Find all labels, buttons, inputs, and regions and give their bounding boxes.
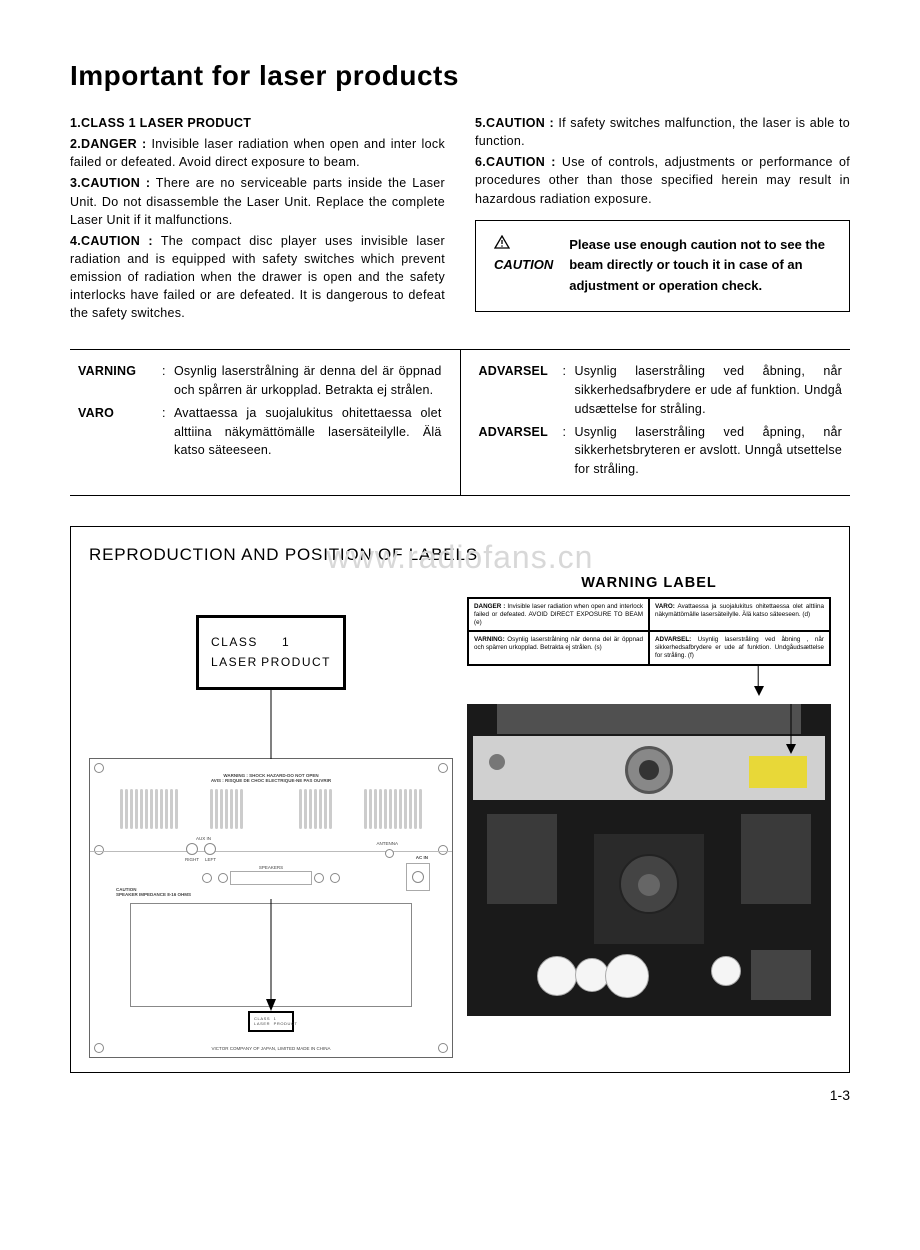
item-4: 4.CAUTION : The compact disc player uses… xyxy=(70,232,445,323)
advarsel1-row: ADVARSEL:Usynlig laserstråling ved åbnin… xyxy=(479,362,843,418)
item-1: 1.CLASS 1 LASER PRODUCT xyxy=(70,114,445,132)
page-number: 1-3 xyxy=(70,1087,850,1103)
wlabel-varning: VARNING: Osynlig laserstrålning när denn… xyxy=(468,631,649,665)
varning-row: VARNING:Osynlig laserstrålning är denna … xyxy=(78,362,442,400)
acin-label: AC IN xyxy=(416,855,428,860)
wlabel-advarsel: ADVARSEL: Usynlig laserstråling ved åbni… xyxy=(649,631,830,665)
caution-lead: CAUTION xyxy=(494,257,553,272)
backpanel-diagram: WARNING : SHOCK HAZARD-DO NOT OPEN AVIS … xyxy=(89,758,453,1058)
warning-label-box: DANGER : Invisible laser radiation when … xyxy=(467,597,831,666)
page-title: Important for laser products xyxy=(70,60,850,92)
item-5: 5.CAUTION : If safety switches malfuncti… xyxy=(475,114,850,150)
varo-row: VARO:Avattaessa ja suojalukitus ohitetta… xyxy=(78,404,442,460)
warning-label-title: WARNING LABEL xyxy=(467,575,831,591)
ml-right: ADVARSEL:Usynlig laserstråling ved åbnin… xyxy=(461,350,851,495)
safety-columns: 1.CLASS 1 LASER PRODUCT 2.DANGER : Invis… xyxy=(70,114,850,325)
repro-right: WARNING LABEL DANGER : Invisible laser r… xyxy=(467,575,831,1058)
yellow-label xyxy=(749,756,807,788)
item-6: 6.CAUTION : Use of controls, adjustments… xyxy=(475,153,850,207)
item-2: 2.DANGER : Invisible laser radiation whe… xyxy=(70,135,445,171)
left-column: 1.CLASS 1 LASER PRODUCT 2.DANGER : Invis… xyxy=(70,114,445,325)
right-column: 5.CAUTION : If safety switches malfuncti… xyxy=(475,114,850,325)
wlabel-danger: DANGER : Invisible laser radiation when … xyxy=(468,598,649,632)
caution-body: Please use enough caution not to see the… xyxy=(553,235,831,297)
advarsel2-row: ADVARSEL:Usynlig laserstråling ved åpnin… xyxy=(479,423,843,479)
arrow-to-mech-icon xyxy=(467,666,831,696)
caution-box: CAUTION Please use enough caution not to… xyxy=(475,220,850,312)
multilingual-warnings: VARNING:Osynlig laserstrålning är denna … xyxy=(70,349,850,496)
class1-label-small: CLASS 1 LASER PRODUCT xyxy=(248,1011,294,1032)
reproduction-box: www.radiofans.cn REPRODUCTION AND POSITI… xyxy=(70,526,850,1073)
warning-triangle-icon xyxy=(494,235,510,256)
mechanism-photo xyxy=(467,704,831,1016)
item-3: 3.CAUTION : There are no serviceable par… xyxy=(70,174,445,228)
ml-left: VARNING:Osynlig laserstrålning är denna … xyxy=(70,350,461,495)
arrow-to-small-label-icon xyxy=(261,899,281,1011)
wlabel-varo: VARO: Avattaessa ja suojalukitus ohitett… xyxy=(649,598,830,632)
bp-warning-text: WARNING : SHOCK HAZARD-DO NOT OPEN AVIS … xyxy=(90,773,452,783)
repro-title: REPRODUCTION AND POSITION OF LABELS xyxy=(89,545,831,565)
repro-left: CLASS 1 LASERPRODUCT WARNING : SHOCK HAZ… xyxy=(89,575,453,1058)
class1-label-big: CLASS 1 LASERPRODUCT xyxy=(196,615,346,690)
